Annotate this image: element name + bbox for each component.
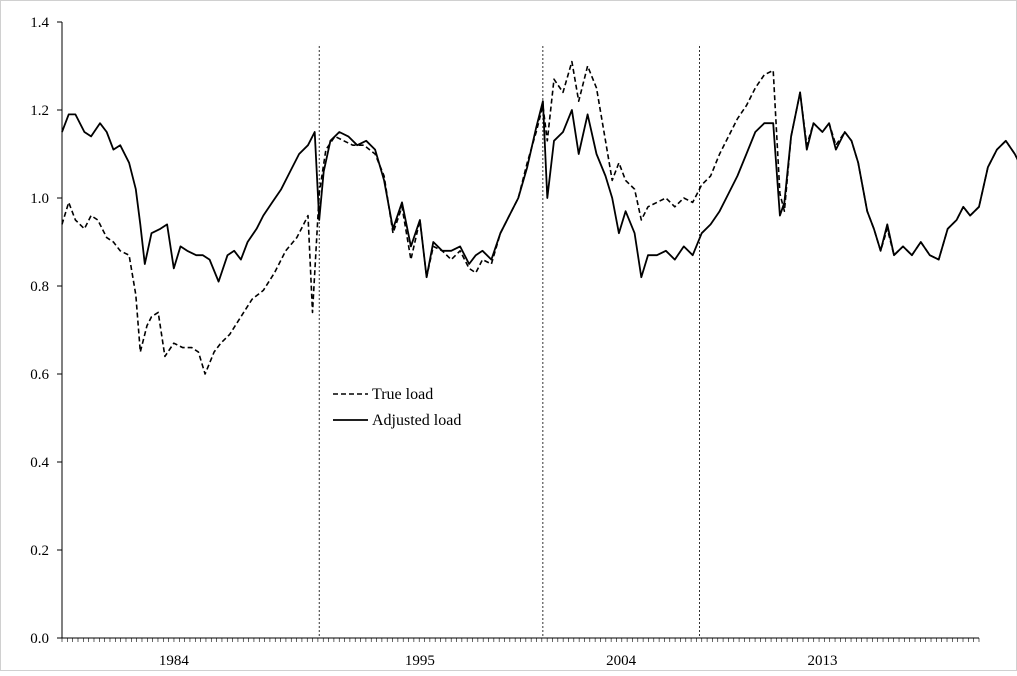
y-tick-label: 0.8 bbox=[30, 279, 49, 295]
y-tick-label: 0.0 bbox=[30, 631, 49, 647]
x-tick-label: 1984 bbox=[159, 653, 190, 669]
series-layer bbox=[61, 60, 1017, 375]
legend-label-true-load: True load bbox=[372, 386, 433, 403]
vertical-markers bbox=[318, 46, 700, 638]
y-axis: 0.0 0.2 0.4 0.6 0.8 1.0 1.2 1.4 bbox=[30, 15, 63, 647]
y-tick-label: 0.4 bbox=[30, 455, 49, 471]
legend-label-adjusted-load: Adjusted load bbox=[372, 412, 461, 429]
x-axis: 1984 1995 2004 2013 bbox=[61, 637, 980, 669]
y-tick-label: 1.0 bbox=[30, 191, 49, 207]
x-tick-label: 1995 bbox=[405, 653, 435, 669]
y-tick-label: 1.2 bbox=[30, 103, 49, 119]
y-tick-label: 1.4 bbox=[30, 15, 49, 31]
y-tick-label: 0.6 bbox=[30, 367, 49, 383]
legend: True load Adjusted load bbox=[333, 386, 461, 429]
y-tick-label: 0.2 bbox=[30, 543, 49, 559]
series-line-adjusted-load bbox=[61, 91, 1017, 283]
x-tick-label: 2013 bbox=[807, 653, 837, 669]
x-tick-label: 2004 bbox=[606, 653, 637, 669]
